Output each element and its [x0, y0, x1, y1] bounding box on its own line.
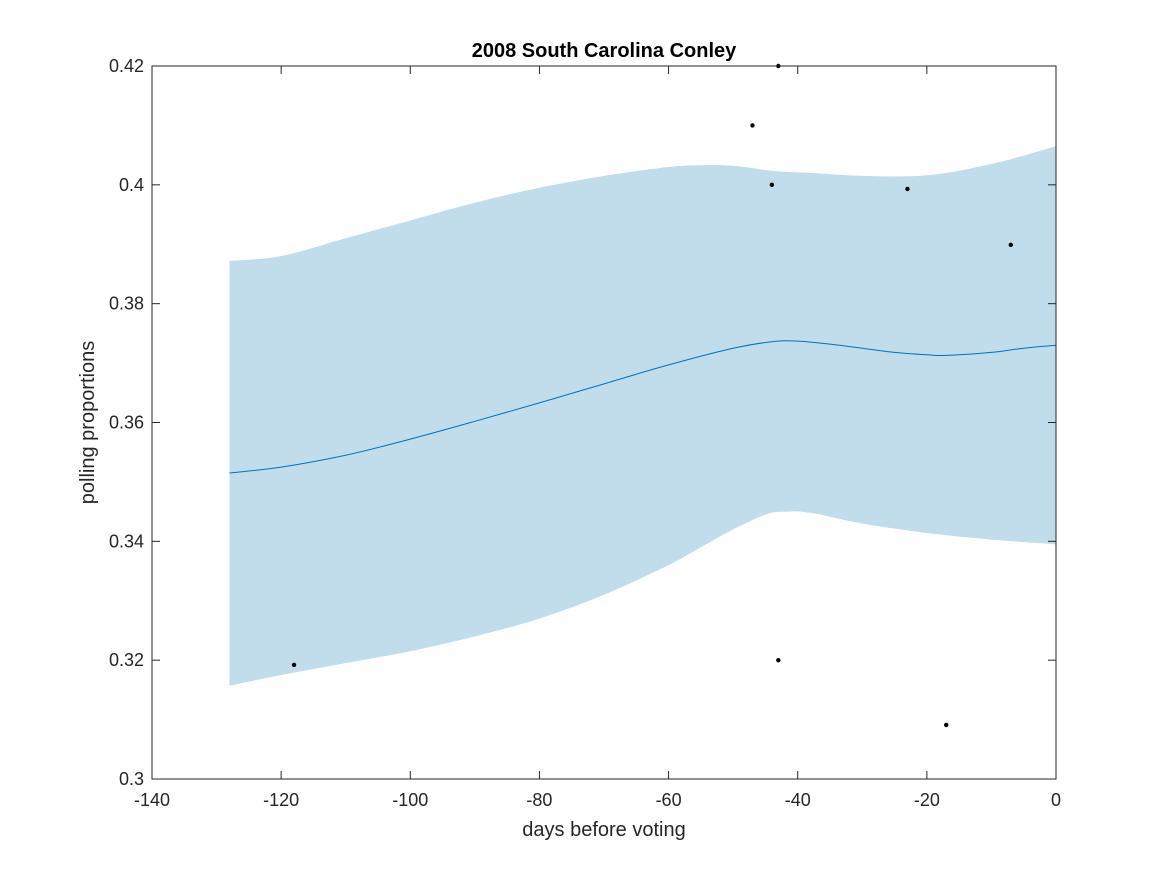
series-line	[229, 340, 1057, 474]
data-point	[944, 722, 949, 728]
x-tick-label: -60	[656, 790, 682, 810]
y-axis-label: polling proportions	[77, 341, 99, 504]
data-point	[1008, 242, 1013, 248]
x-axis-label: days before voting	[522, 819, 685, 841]
data-point	[776, 657, 781, 663]
x-tick-label: -140	[134, 790, 170, 810]
x-tick-label: -120	[263, 790, 299, 810]
plot-area: -140 -120 -100 -80 -60 -40 -20 0 0.3 0.32 0.34 0.36…	[109, 56, 1061, 810]
x-tick-label: -40	[785, 790, 811, 810]
x-tick-label: -100	[392, 790, 428, 810]
y-tick-label: 0.4	[119, 175, 144, 195]
y-tick-label: 0.42	[109, 56, 144, 76]
data-points	[291, 63, 1013, 728]
x-tick-label: -20	[914, 790, 940, 810]
y-tick-label: 0.3	[119, 769, 144, 789]
y-tick-label: 0.32	[109, 650, 144, 670]
y-tick-label: 0.36	[109, 413, 144, 433]
data-point	[905, 186, 910, 192]
x-tick-label: -80	[526, 790, 552, 810]
confidence-band	[229, 146, 1056, 686]
chart-title: 2008 South Carolina Conley	[472, 40, 737, 62]
data-point	[291, 662, 297, 668]
y-tick-label: 0.38	[109, 294, 144, 314]
data-point	[769, 182, 775, 188]
axis-ticks: -140 -120 -100 -80 -60 -40 -20 0 0.3 0.32 0.34 0.36…	[109, 56, 1061, 810]
x-tick-label: 0	[1051, 790, 1061, 810]
data-point	[750, 123, 755, 128]
y-tick-label: 0.34	[109, 531, 144, 551]
